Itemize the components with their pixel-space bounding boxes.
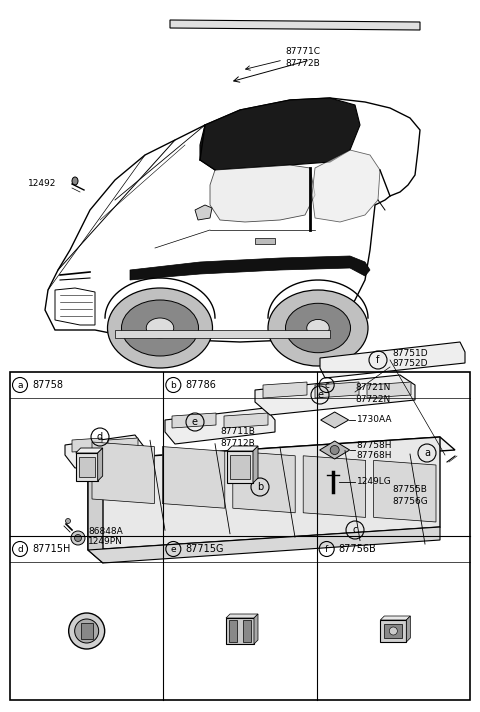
Polygon shape: [76, 448, 103, 453]
Bar: [79, 457, 95, 477]
Text: 12492: 12492: [28, 179, 56, 187]
Ellipse shape: [268, 290, 368, 366]
Polygon shape: [373, 461, 436, 522]
Text: 86848A: 86848A: [88, 526, 123, 535]
Ellipse shape: [121, 300, 199, 356]
Bar: [255, 238, 275, 244]
Polygon shape: [227, 446, 258, 451]
Text: 87721N: 87721N: [355, 384, 390, 392]
Bar: [76, 453, 97, 481]
Text: 87756G: 87756G: [392, 496, 428, 506]
Polygon shape: [233, 451, 295, 513]
Bar: [384, 624, 402, 638]
Polygon shape: [263, 382, 307, 398]
Polygon shape: [210, 165, 315, 222]
Bar: [81, 623, 93, 639]
Polygon shape: [253, 446, 258, 483]
Bar: [380, 620, 407, 642]
Polygon shape: [320, 441, 349, 459]
Text: 87772B: 87772B: [285, 58, 320, 68]
Polygon shape: [130, 256, 370, 280]
Polygon shape: [315, 382, 359, 398]
Ellipse shape: [146, 318, 174, 338]
Polygon shape: [88, 527, 440, 563]
Polygon shape: [320, 342, 465, 378]
Polygon shape: [367, 382, 411, 398]
Text: e: e: [192, 417, 198, 427]
Text: 87771C: 87771C: [285, 48, 320, 56]
Polygon shape: [195, 205, 212, 220]
Polygon shape: [255, 375, 415, 415]
Polygon shape: [380, 616, 410, 620]
Text: 87758: 87758: [32, 380, 63, 390]
Circle shape: [69, 613, 105, 649]
Text: 87755B: 87755B: [392, 486, 427, 495]
Text: b: b: [257, 482, 263, 492]
Circle shape: [75, 619, 99, 643]
Polygon shape: [92, 442, 155, 503]
Text: b: b: [170, 380, 176, 389]
Bar: [227, 451, 253, 483]
Polygon shape: [407, 616, 410, 642]
Polygon shape: [303, 456, 366, 518]
Text: c: c: [352, 525, 358, 535]
Text: f: f: [325, 545, 328, 553]
Polygon shape: [172, 413, 216, 428]
Bar: [10, 372, 470, 700]
Ellipse shape: [71, 531, 85, 545]
Text: 1730AA: 1730AA: [357, 416, 392, 424]
Ellipse shape: [307, 320, 329, 337]
Ellipse shape: [72, 177, 78, 185]
Circle shape: [330, 446, 339, 454]
Text: 1249PN: 1249PN: [88, 538, 123, 547]
Text: 87722N: 87722N: [355, 394, 390, 404]
Text: 87752D: 87752D: [392, 360, 428, 369]
Polygon shape: [224, 413, 268, 428]
Text: f: f: [376, 355, 380, 365]
Text: c: c: [324, 380, 329, 389]
Text: 87751D: 87751D: [392, 348, 428, 357]
Text: 87758H: 87758H: [357, 441, 392, 449]
Polygon shape: [229, 620, 237, 642]
Polygon shape: [226, 614, 258, 618]
Text: 87756B: 87756B: [339, 544, 376, 554]
Polygon shape: [115, 330, 330, 338]
Polygon shape: [254, 614, 258, 644]
Polygon shape: [88, 437, 440, 550]
Text: 1249LG: 1249LG: [357, 478, 391, 486]
Polygon shape: [108, 438, 138, 452]
Polygon shape: [72, 438, 102, 452]
Bar: [230, 455, 250, 479]
Polygon shape: [88, 437, 455, 473]
Text: d: d: [17, 545, 23, 553]
Text: 87768H: 87768H: [357, 451, 392, 461]
Polygon shape: [65, 435, 145, 468]
Polygon shape: [88, 460, 103, 563]
Polygon shape: [243, 620, 251, 642]
Text: e: e: [170, 545, 176, 553]
Polygon shape: [97, 448, 103, 481]
Text: 87712B: 87712B: [220, 439, 255, 448]
Ellipse shape: [108, 288, 213, 368]
Polygon shape: [162, 446, 225, 508]
Ellipse shape: [65, 518, 71, 523]
Text: a: a: [424, 448, 430, 458]
Bar: [226, 618, 254, 644]
Polygon shape: [321, 412, 348, 428]
Polygon shape: [170, 20, 420, 30]
Polygon shape: [200, 98, 360, 170]
Text: 87715G: 87715G: [185, 544, 224, 554]
Circle shape: [389, 627, 397, 635]
Text: 87715H: 87715H: [32, 544, 71, 554]
Text: a: a: [17, 380, 23, 389]
Ellipse shape: [74, 535, 82, 542]
Polygon shape: [165, 408, 275, 444]
Ellipse shape: [286, 303, 350, 352]
Text: d: d: [97, 432, 103, 442]
Text: e: e: [317, 390, 323, 400]
Text: 87786: 87786: [185, 380, 216, 390]
Text: 87711B: 87711B: [220, 427, 255, 436]
Polygon shape: [312, 150, 380, 222]
